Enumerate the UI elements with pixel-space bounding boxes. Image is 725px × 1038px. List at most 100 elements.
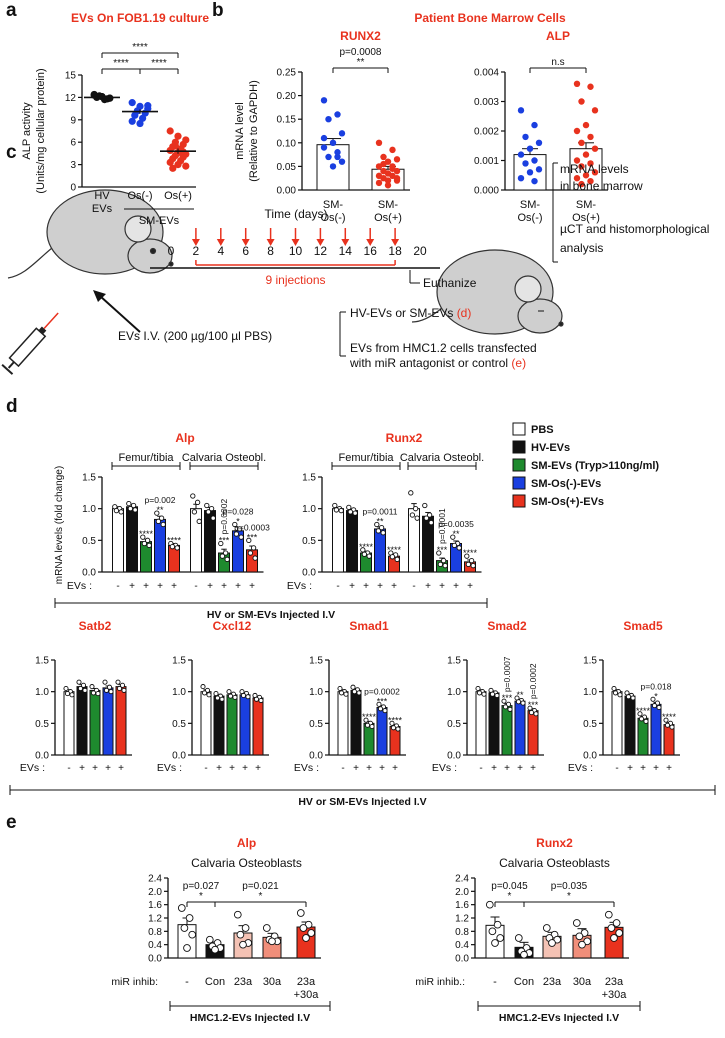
data-point: [108, 689, 114, 695]
data-point: [262, 924, 271, 932]
x-tick-label: Os(+): [164, 190, 192, 202]
data-point: [578, 98, 585, 105]
y-tick-label: 0.05: [277, 162, 297, 173]
y-tick-label: 0.0: [172, 751, 186, 762]
x-tick-label: +: [353, 763, 359, 774]
group-label: Calvaria Osteobl.: [182, 452, 266, 464]
data-point: [591, 169, 599, 176]
y-tick-label: 6: [70, 138, 76, 149]
data-point: [436, 550, 442, 556]
data-point: [409, 512, 416, 518]
data-point: [210, 515, 216, 521]
data-point: [128, 99, 136, 107]
bar: [115, 686, 127, 756]
y-tick-label: 0.00: [277, 186, 297, 197]
data-point: [205, 935, 214, 944]
x-tick-label: +: [666, 763, 672, 774]
y-tick-label: 1.0: [309, 687, 323, 698]
footer-label: HMC1.2-EVs Injected I.V: [190, 1012, 310, 1024]
data-point: [520, 950, 528, 959]
data-point: [174, 545, 180, 551]
syringe: [1, 312, 59, 375]
data-point: [128, 117, 136, 125]
category-row-label: EVs :: [67, 580, 92, 592]
day-label: 4: [217, 244, 224, 258]
data-point: [296, 909, 305, 917]
data-point: [320, 144, 328, 151]
x-tick-label: +: [653, 763, 659, 774]
data-point: [382, 708, 388, 714]
data-point: [528, 710, 535, 716]
data-point: [201, 690, 208, 696]
data-point: [607, 924, 616, 932]
bar: [154, 518, 166, 573]
bar: [514, 700, 526, 756]
x-tick-label: +: [242, 763, 248, 774]
x-tick-label: +: [363, 581, 369, 592]
data-point: [414, 515, 420, 521]
y-tick-label: 0.10: [277, 138, 297, 149]
data-point: [650, 696, 656, 702]
x-tick-label: 23a: [234, 976, 253, 988]
data-point: [617, 692, 623, 698]
data-point: [103, 687, 110, 693]
day-label: 18: [388, 244, 402, 258]
bar: [350, 689, 362, 756]
x-tick-label: SM-Os(-): [320, 199, 345, 224]
y-tick-label: 1.2: [455, 914, 469, 925]
data-point: [268, 937, 276, 946]
data-point: [384, 177, 392, 184]
legend-label: SM-Os(+)-EVs: [531, 496, 604, 508]
data-point: [363, 717, 369, 723]
data-point: [144, 102, 152, 110]
category-row-label: EVs :: [294, 762, 319, 774]
y-tick-label: 0.0: [148, 954, 162, 965]
legend-swatch: [512, 422, 526, 436]
data-point: [395, 726, 401, 732]
data-point: [127, 506, 134, 512]
y-tick-label: 2.4: [148, 874, 162, 885]
panel-letter: d: [6, 396, 18, 417]
footer-label: HMC1.2-EVs Injected I.V: [499, 1012, 619, 1024]
data-point: [206, 692, 212, 698]
data-point: [185, 914, 194, 922]
data-point: [451, 542, 458, 549]
x-tick-label: +: [105, 763, 111, 774]
x-tick-label-line: SM-: [520, 199, 541, 211]
legend-label: SM-EVs (Tryp>110ng/ml): [531, 460, 659, 472]
p-value: p=0.0001: [437, 508, 447, 544]
data-point: [222, 550, 229, 556]
x-tick-label: +: [453, 581, 459, 592]
significance: ****: [362, 712, 377, 722]
y-tick-label: 15: [65, 71, 77, 82]
injected-group-label: with miR antagonist or control (e): [349, 356, 526, 370]
data-point: [343, 691, 349, 697]
data-point: [384, 182, 392, 189]
route-label: EVs I.V. (200 µg/100 µl PBS): [118, 329, 272, 343]
data-point: [643, 718, 649, 724]
data-point: [426, 512, 433, 518]
data-point: [393, 156, 401, 163]
data-point: [347, 509, 354, 515]
data-point: [587, 83, 594, 90]
p-value: p=0.035: [551, 881, 588, 892]
significance: *: [567, 891, 571, 902]
day-label: 14: [339, 244, 353, 258]
time-label: Time (days): [265, 207, 328, 221]
p-value: p=0.002: [145, 495, 176, 505]
x-tick-label: +: [229, 763, 235, 774]
significance: ***: [502, 693, 513, 703]
data-point: [360, 547, 366, 553]
mouse-left: [7, 189, 174, 279]
p-value: p=0.0003: [234, 522, 270, 532]
x-tick-label: -: [67, 763, 70, 774]
data-point: [491, 939, 499, 947]
data-point: [194, 499, 201, 505]
data-point: [440, 557, 447, 564]
data-point: [205, 509, 212, 515]
bar: [226, 694, 238, 756]
data-point: [224, 556, 230, 562]
x-tick-label: Os(-): [127, 190, 152, 202]
data-point: [351, 689, 358, 695]
bar: [63, 691, 75, 756]
